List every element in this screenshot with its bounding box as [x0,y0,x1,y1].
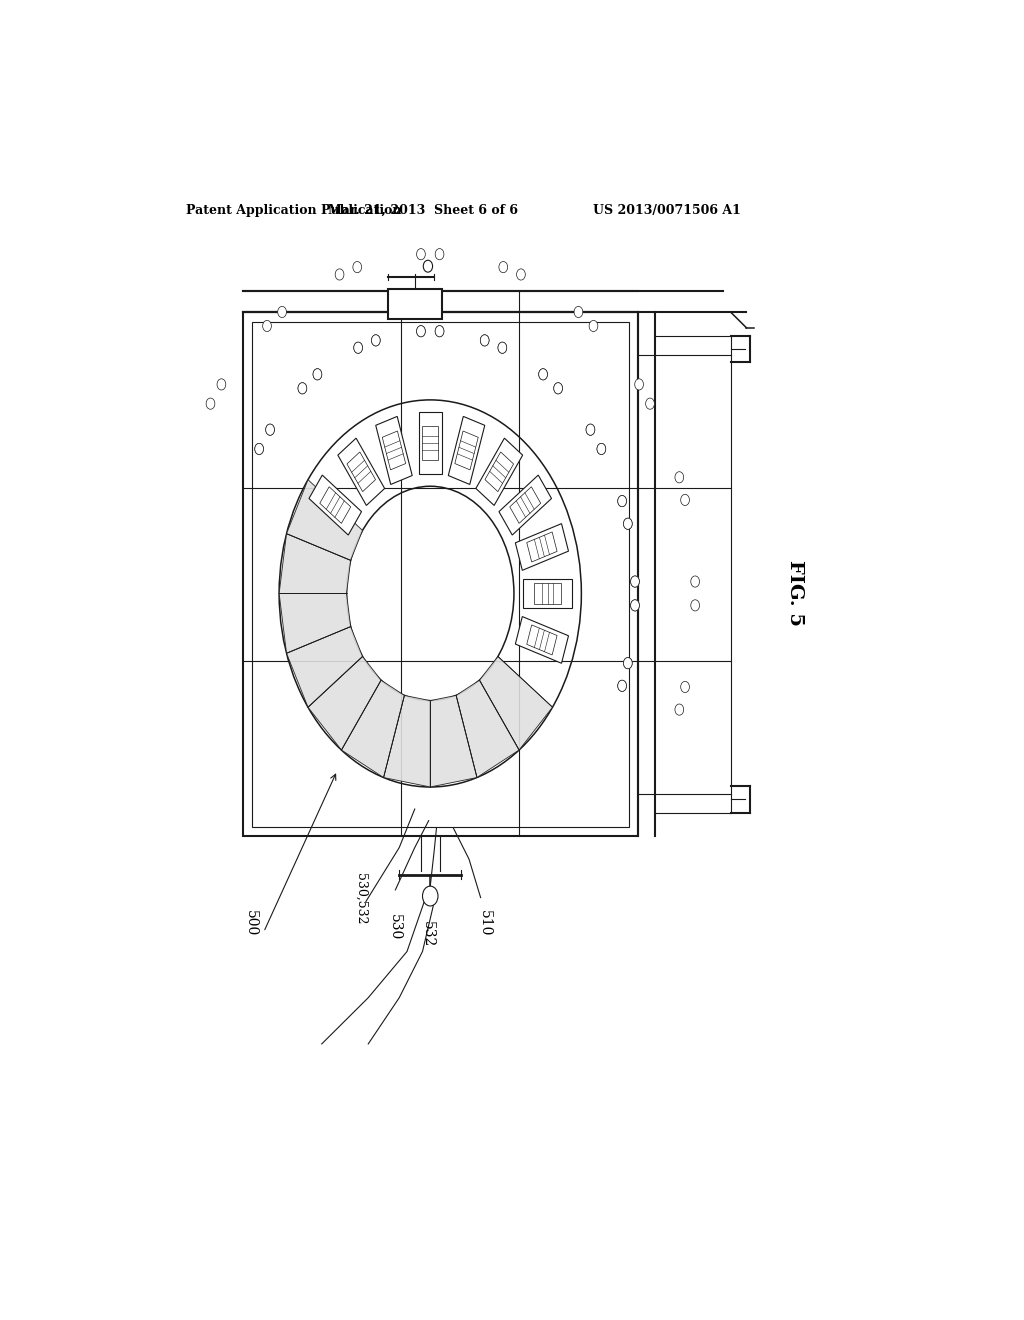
Circle shape [265,424,274,436]
Polygon shape [449,416,484,484]
Circle shape [417,326,425,337]
Circle shape [313,368,322,380]
Circle shape [631,599,639,611]
Circle shape [624,519,632,529]
Circle shape [586,424,595,436]
Text: Patent Application Publication: Patent Application Publication [186,205,401,218]
Circle shape [217,379,225,389]
Circle shape [617,680,627,692]
Circle shape [617,495,627,507]
Circle shape [631,599,639,611]
Circle shape [631,576,639,587]
Circle shape [435,326,444,337]
Polygon shape [308,656,381,750]
Circle shape [691,599,699,611]
Circle shape [539,368,548,380]
Circle shape [480,335,489,346]
Circle shape [574,306,583,318]
Circle shape [372,335,380,346]
Polygon shape [515,524,568,570]
Circle shape [353,342,362,354]
Circle shape [691,576,699,587]
Circle shape [597,444,606,454]
Polygon shape [376,416,413,484]
Polygon shape [338,438,385,506]
Polygon shape [499,475,552,535]
Polygon shape [523,579,572,609]
Circle shape [423,260,432,272]
Circle shape [589,321,598,331]
Text: 532: 532 [421,921,435,948]
Circle shape [278,306,287,318]
Circle shape [554,383,562,393]
Circle shape [480,335,489,346]
Text: 500: 500 [244,909,257,936]
Polygon shape [419,412,441,474]
Circle shape [516,269,525,280]
Circle shape [499,261,508,273]
Polygon shape [309,475,361,535]
Polygon shape [280,594,350,653]
Circle shape [263,321,271,331]
Circle shape [586,424,595,436]
Polygon shape [384,696,430,787]
Circle shape [631,576,639,587]
Circle shape [255,444,263,454]
Circle shape [635,379,643,389]
Circle shape [554,383,562,393]
Circle shape [435,248,444,260]
Polygon shape [280,533,350,594]
Polygon shape [479,656,553,750]
Text: FIG. 5: FIG. 5 [785,561,804,627]
Polygon shape [456,680,519,777]
Polygon shape [341,680,404,777]
Circle shape [675,471,684,483]
Polygon shape [287,627,362,708]
Circle shape [423,886,438,906]
Circle shape [353,342,362,354]
Circle shape [298,383,307,393]
Circle shape [313,368,322,380]
Circle shape [498,342,507,354]
Text: US 2013/0071506 A1: US 2013/0071506 A1 [593,205,741,218]
Circle shape [624,657,632,669]
Circle shape [617,495,627,507]
Text: 510: 510 [477,909,492,936]
Polygon shape [430,696,477,787]
Circle shape [353,261,361,273]
Circle shape [265,424,274,436]
Circle shape [539,368,548,380]
Bar [388,289,442,318]
Circle shape [372,335,380,346]
Circle shape [298,383,307,393]
Circle shape [498,342,507,354]
Circle shape [417,248,425,260]
Circle shape [255,444,263,454]
Polygon shape [476,438,522,506]
Circle shape [597,444,606,454]
Circle shape [624,519,632,529]
Text: 530: 530 [388,913,402,940]
Circle shape [646,399,654,409]
Circle shape [681,681,689,693]
Circle shape [206,399,215,409]
Circle shape [624,657,632,669]
Circle shape [675,704,684,715]
Circle shape [681,494,689,506]
Polygon shape [287,479,362,560]
Circle shape [617,680,627,692]
Circle shape [417,326,425,337]
Text: Mar. 21, 2013  Sheet 6 of 6: Mar. 21, 2013 Sheet 6 of 6 [328,205,517,218]
Circle shape [435,326,444,337]
Polygon shape [515,616,568,663]
Text: 530,532: 530,532 [354,873,367,924]
Circle shape [335,269,344,280]
